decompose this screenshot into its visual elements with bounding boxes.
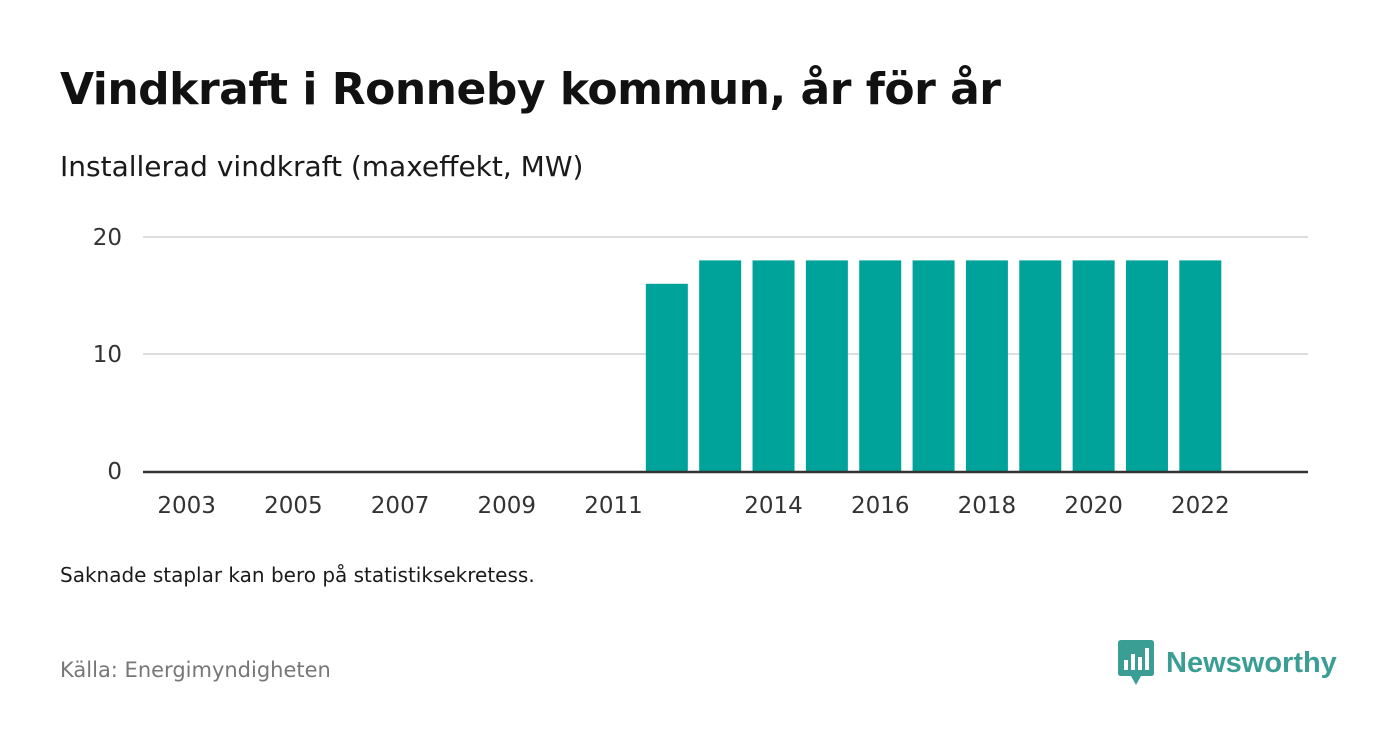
bar-2022: [1179, 260, 1222, 471]
x-tick-label-2020: 2020: [1064, 493, 1123, 519]
y-tick-label-20: 20: [93, 225, 122, 251]
bar-2017: [912, 260, 955, 471]
y-tick-label-10: 10: [93, 342, 122, 368]
bar-2013: [699, 260, 742, 471]
chart-title: Vindkraft i Ronneby kommun, år för år: [60, 64, 1001, 115]
brand-logo[interactable]: Newsworthy: [1118, 640, 1337, 686]
bars: [645, 260, 1222, 471]
bar-2014: [752, 260, 795, 471]
bar-2019: [1019, 260, 1062, 471]
bar-2018: [965, 260, 1008, 471]
bar-chart: 0 10 20 2003 2005 2007 2009 2011 2014 2016 2018 202…: [93, 225, 1308, 519]
tick-labels: 0 10 20 2003 2005 2007 2009 2011 2014 2016 2018 202…: [93, 225, 1230, 519]
source-credit: Källa: Energimyndigheten: [60, 658, 331, 682]
bar-2021: [1125, 260, 1168, 471]
x-tick-label-2016: 2016: [851, 493, 910, 519]
x-tick-label-2009: 2009: [478, 493, 537, 519]
bar-2012: [645, 283, 688, 471]
bar-2016: [859, 260, 902, 471]
x-tick-label-2018: 2018: [958, 493, 1017, 519]
x-tick-label-2007: 2007: [371, 493, 430, 519]
brand-name: Newsworthy: [1166, 646, 1337, 679]
bar-2015: [805, 260, 848, 471]
chart-speech-bubble-icon: [1118, 640, 1154, 685]
chart-subtitle: Installerad vindkraft (maxeffekt, MW): [60, 150, 584, 183]
bar-2020: [1072, 260, 1115, 471]
x-tick-label-2014: 2014: [744, 493, 803, 519]
x-tick-label-2011: 2011: [584, 493, 643, 519]
x-tick-label-2003: 2003: [157, 493, 216, 519]
x-tick-label-2005: 2005: [264, 493, 323, 519]
y-tick-label-0: 0: [107, 459, 122, 485]
x-tick-label-2022: 2022: [1171, 493, 1230, 519]
footnote: Saknade staplar kan bero på statistiksek…: [60, 563, 535, 587]
